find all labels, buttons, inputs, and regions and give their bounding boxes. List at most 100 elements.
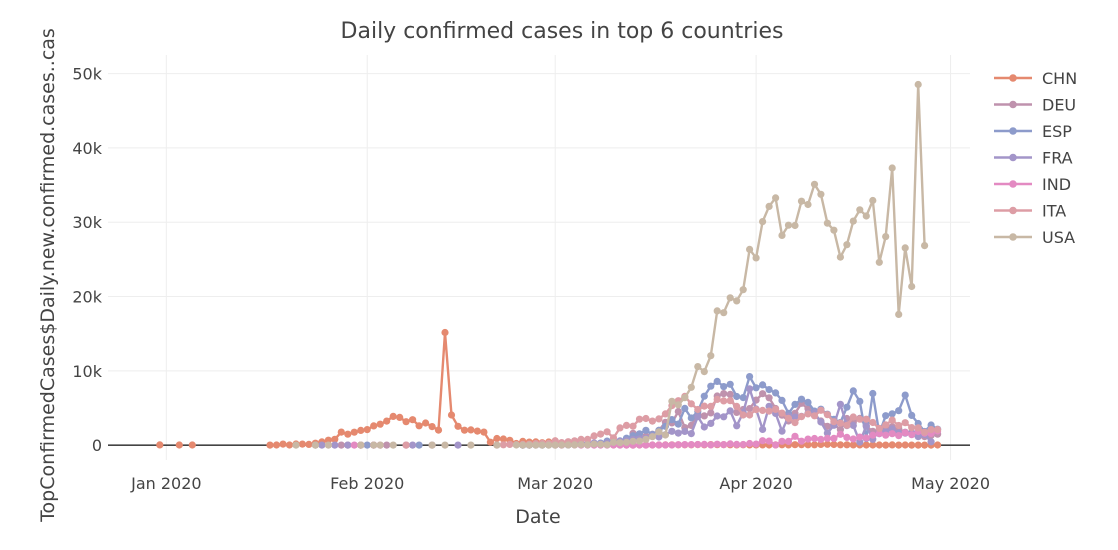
x-tick-label: Apr 2020 [719, 474, 792, 493]
data-point-ita [810, 412, 819, 420]
data-point-fra [707, 419, 715, 427]
data-point-usa [830, 226, 838, 234]
legend-item-fra[interactable]: FRA [994, 149, 1073, 168]
data-point-chn [499, 435, 507, 443]
data-point-ind [759, 437, 767, 445]
data-point-ind [661, 441, 670, 449]
chart-title: Daily confirmed cases in top 6 countries [341, 19, 784, 44]
data-point-usa [376, 441, 384, 449]
data-point-chn [901, 441, 909, 449]
y-tick-label: 0 [92, 436, 102, 455]
data-point-chn [344, 430, 352, 438]
series-fra [311, 385, 935, 449]
data-point-ita [869, 418, 877, 427]
data-point-usa [869, 196, 877, 205]
data-point-fra [817, 418, 825, 426]
legend[interactable]: CHN DEU ESP FRA IND ITA USA [994, 69, 1077, 247]
legend-item-deu[interactable]: DEU [994, 96, 1076, 115]
data-point-ind [901, 429, 909, 437]
data-point-ita [882, 421, 890, 429]
data-point-esp [856, 397, 864, 405]
legend-item-usa[interactable]: USA [994, 228, 1075, 247]
data-point-ita [694, 405, 702, 414]
data-point-ind [668, 441, 676, 449]
legend-item-esp[interactable]: ESP [994, 122, 1072, 141]
data-point-usa [622, 438, 631, 446]
data-point-deu [765, 394, 773, 402]
data-point-chn [266, 441, 274, 449]
data-point-usa [590, 440, 598, 448]
data-point-usa [901, 244, 909, 252]
data-point-ita [746, 411, 754, 419]
data-point-ita [921, 428, 929, 436]
data-point-esp [733, 392, 741, 401]
x-tick-label: May 2020 [911, 474, 990, 493]
data-point-chn [396, 413, 404, 421]
data-point-ind [778, 437, 786, 445]
data-point-esp [888, 410, 896, 418]
data-point-ind [687, 441, 695, 449]
data-point-ita [895, 421, 903, 430]
data-point-ind [681, 441, 689, 449]
data-point-usa [804, 200, 812, 209]
data-point-esp [849, 387, 857, 395]
data-point-usa [791, 221, 799, 230]
legend-item-ita[interactable]: ITA [994, 202, 1066, 221]
data-point-ind [791, 432, 799, 440]
data-point-esp [759, 381, 767, 389]
data-point-esp [707, 382, 715, 390]
data-point-usa [545, 441, 553, 449]
legend-swatch-marker [1009, 180, 1017, 188]
legend-item-ind[interactable]: IND [994, 175, 1071, 194]
data-point-chn [376, 420, 384, 428]
data-point-usa [661, 431, 670, 439]
data-point-ind [908, 431, 916, 439]
data-point-usa [882, 233, 890, 241]
legend-label: ESP [1042, 122, 1072, 141]
x-axis-ticks: Jan 2020 Feb 2020 Mar 2020 Apr 2020 May 2020 [130, 474, 990, 493]
data-point-chn [279, 440, 287, 448]
data-point-fra [700, 423, 708, 431]
data-point-fra [674, 429, 682, 437]
data-point-fra [409, 441, 417, 449]
data-point-esp [642, 426, 650, 434]
data-point-fra [713, 412, 721, 420]
data-point-chn [337, 428, 345, 436]
data-point-esp [901, 391, 909, 399]
data-point-esp [700, 392, 708, 400]
data-point-ind [836, 430, 845, 438]
data-point-ita [836, 419, 845, 427]
data-point-chn [188, 441, 196, 449]
grid-lines [108, 55, 970, 460]
legend-item-chn[interactable]: CHN [994, 69, 1077, 88]
data-point-usa [467, 441, 475, 449]
data-point-usa [681, 394, 689, 402]
data-point-usa [370, 441, 378, 449]
data-point-chn [486, 438, 494, 446]
data-point-chn [791, 441, 799, 449]
data-point-usa [733, 297, 741, 305]
data-point-ind [726, 440, 734, 448]
data-point-ita [914, 424, 922, 432]
data-point-fra [318, 441, 326, 449]
data-point-ind [720, 441, 728, 449]
data-point-usa [908, 282, 916, 291]
data-point-ind [733, 440, 741, 448]
data-point-chn [305, 440, 313, 448]
data-point-usa [571, 441, 579, 449]
data-point-usa [849, 217, 857, 225]
data-point-chn [175, 441, 183, 449]
data-point-deu [707, 409, 715, 417]
data-point-usa [765, 202, 773, 210]
data-point-chn [357, 426, 365, 434]
data-point-ind [765, 437, 773, 445]
data-point-chn [473, 427, 481, 435]
data-point-esp [746, 373, 754, 381]
data-point-ita [635, 415, 644, 423]
data-point-ita [823, 411, 832, 419]
data-point-fra [655, 433, 663, 441]
data-point-chn [888, 441, 896, 449]
data-point-ita [726, 397, 734, 405]
